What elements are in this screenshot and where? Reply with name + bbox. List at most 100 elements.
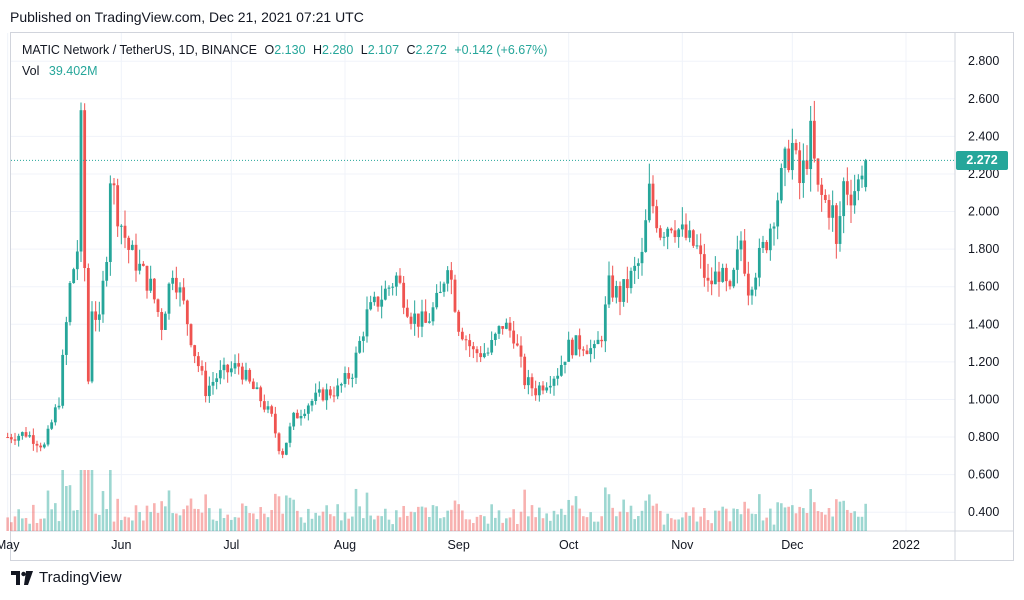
volume-bar	[325, 505, 328, 531]
volume-bar	[160, 501, 163, 531]
volume-bar	[384, 508, 387, 531]
low-value: 2.107	[367, 43, 400, 57]
symbol-title: MATIC Network / TetherUS, 1D, BINANCE	[22, 43, 258, 57]
volume-bar	[560, 508, 563, 531]
volume-bar	[395, 510, 398, 531]
candle-body	[189, 324, 193, 346]
candle-body	[446, 270, 450, 284]
candle-body	[534, 388, 538, 396]
volume-bar	[508, 517, 512, 531]
candle-body	[86, 268, 90, 382]
volume-bar	[288, 497, 292, 531]
candle-body	[684, 224, 688, 238]
volume-bar	[805, 513, 809, 531]
volume-bar	[164, 506, 167, 531]
volume-bar	[94, 513, 97, 531]
candle-body	[292, 412, 296, 427]
volume-bar	[120, 520, 123, 531]
volume-bar	[585, 517, 589, 531]
volume-bar	[336, 504, 339, 531]
candle-body	[343, 373, 347, 384]
volume-bar	[618, 511, 622, 531]
volume-bar	[274, 493, 277, 531]
candle-body	[358, 340, 362, 353]
high-value: 2.280	[322, 43, 354, 57]
volume-bar	[340, 520, 343, 531]
volume-bar	[299, 517, 303, 531]
volume-bar	[717, 510, 721, 531]
volume-bar	[582, 516, 585, 531]
y-tick-label: 1.200	[968, 355, 999, 369]
y-tick-label: 1.600	[968, 280, 999, 294]
candle-body	[97, 314, 101, 320]
candle-body	[409, 316, 413, 324]
candle-body	[713, 271, 717, 285]
volume-bar	[732, 508, 735, 531]
candle-body	[325, 389, 329, 401]
volume-label: Vol	[22, 64, 40, 78]
candle-body	[299, 415, 303, 419]
y-tick-label: 1.400	[968, 317, 999, 331]
volume-bar	[72, 510, 75, 531]
volume-bar	[28, 523, 31, 531]
candle-body	[567, 339, 571, 362]
candle-body	[677, 229, 681, 238]
candle-body	[17, 435, 21, 441]
volume-bar	[703, 508, 706, 531]
y-tick-label: 2.000	[968, 205, 999, 219]
volume-bar	[629, 505, 633, 531]
volume-bar	[563, 514, 567, 531]
volume-bar	[538, 507, 541, 531]
candle-body	[31, 435, 35, 444]
candle-body	[39, 445, 43, 448]
candle-body	[757, 247, 761, 278]
candle-body	[607, 275, 611, 305]
candle-body	[354, 352, 358, 378]
x-tick-label: Aug	[334, 538, 356, 552]
candle-body	[207, 385, 211, 397]
x-tick-label: Jul	[223, 538, 239, 552]
candle-body	[314, 392, 318, 401]
candle-body	[442, 283, 446, 292]
candle-body	[490, 340, 494, 353]
volume-bar	[549, 520, 552, 531]
candle-body	[226, 364, 230, 373]
volume-bar	[230, 519, 233, 531]
candle-body	[160, 312, 164, 330]
volume-bar	[699, 516, 702, 531]
candle-body	[68, 283, 72, 323]
open-value: 2.130	[274, 43, 306, 57]
volume-bar	[761, 520, 765, 531]
candle-body	[171, 277, 175, 284]
candle-body	[105, 261, 109, 281]
volume-bar	[61, 470, 64, 531]
open-label: O	[264, 43, 275, 57]
x-tick-label: Jun	[111, 538, 131, 552]
volume-bar	[54, 503, 57, 531]
candle-body	[303, 413, 307, 416]
volume-bar	[736, 508, 739, 531]
volume-bar	[545, 513, 548, 531]
candle-body	[754, 277, 758, 290]
candle-body	[9, 437, 13, 440]
candle-body	[321, 389, 325, 401]
candle-body	[108, 183, 112, 262]
last-price-tag: 2.272	[956, 151, 1008, 170]
volume-bar	[13, 516, 17, 531]
volume-bar	[497, 510, 501, 531]
candle-body	[361, 336, 365, 341]
y-tick-label: 0.600	[968, 468, 999, 482]
candle-body	[581, 349, 585, 351]
volume-bar	[98, 514, 101, 531]
candle-body	[504, 322, 508, 329]
x-tick-label: Nov	[671, 538, 694, 552]
candle-body	[211, 381, 215, 386]
volume-bar	[787, 506, 790, 531]
y-tick-label: 1.000	[968, 392, 999, 406]
volume-bar	[684, 512, 688, 531]
volume-bar	[677, 519, 680, 531]
volume-bar	[593, 521, 596, 531]
tradingview-brand[interactable]: TradingView	[11, 569, 122, 586]
brand-name: TradingView	[39, 569, 122, 586]
